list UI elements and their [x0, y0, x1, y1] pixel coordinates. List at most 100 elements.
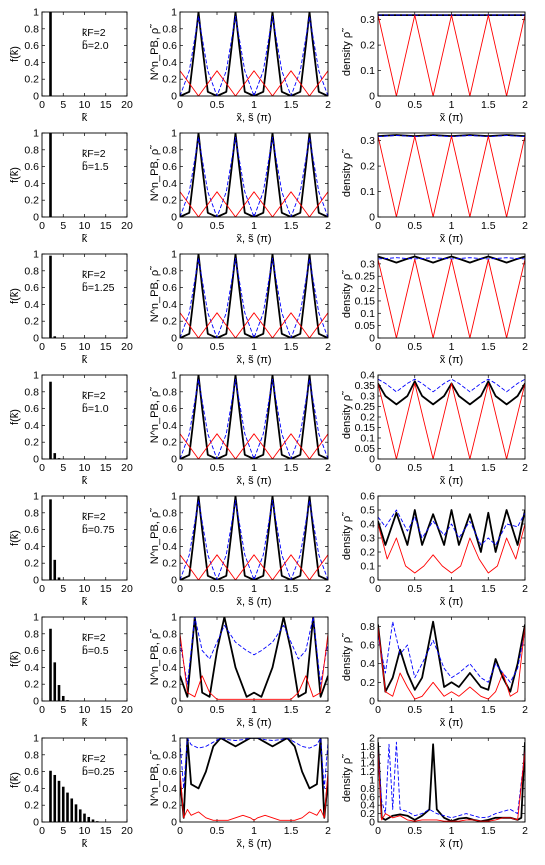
y-tick-label: 0.3 [360, 258, 375, 270]
x-tick-label: 1.5 [481, 220, 496, 232]
x-tick-label: 0 [375, 825, 381, 837]
x-tick-label: 0 [39, 462, 45, 474]
x-tick-label: 0.5 [407, 704, 422, 716]
plot-frame [41, 616, 128, 702]
x-axis-label: k̃ [82, 717, 88, 729]
plot-data [49, 770, 99, 822]
y-tick-label: 0 [369, 212, 375, 224]
series-line-3 [180, 633, 328, 700]
y-tick-label: 0.8 [24, 628, 39, 640]
bar [53, 336, 57, 338]
y-axis-label: N^n_PB, ρ̃ [149, 629, 161, 685]
bar [49, 255, 52, 338]
y-tick-label: 0.8 [162, 144, 177, 156]
plot-frame [179, 495, 329, 581]
y-tick-label: 0.4 [162, 783, 177, 795]
plot-data [378, 378, 525, 459]
y-tick-label: 1 [33, 612, 39, 624]
plot-data [49, 381, 61, 459]
y-tick-label: 0.3 [360, 533, 375, 545]
y-tick-label: 0.2 [162, 558, 177, 570]
bar [78, 809, 82, 822]
x-tick-label: 0 [39, 341, 45, 353]
y-tick-label: 0.1 [360, 433, 375, 445]
x-tick-label: 2 [325, 220, 331, 232]
y-tick-label: 0.1 [360, 561, 375, 573]
y-tick-label: 0.8 [360, 621, 375, 633]
y-tick-label: 0 [369, 91, 375, 103]
y-tick-label: 0.4 [162, 541, 177, 553]
y-tick-label: 0.2 [162, 316, 177, 328]
x-tick-label: 0.5 [210, 704, 225, 716]
x-tick-label: 0 [177, 583, 183, 595]
y-tick-label: 0.4 [360, 800, 375, 812]
y-tick-label: 0.1 [360, 308, 375, 320]
y-tick-label: 0.4 [24, 541, 39, 553]
series-line-3 [378, 626, 525, 700]
y-axis-label: f(k̃) [9, 651, 21, 667]
y-tick-label: 0 [369, 333, 375, 345]
panel-r7-c1: 0 5 10 15 20 0 0.2 0.4 0.6 0.8 1 k̃ f(k̃) k̃F=2b̃=0.2… [9, 733, 133, 851]
plot-data [378, 134, 525, 217]
y-tick-label: 0.2 [360, 412, 375, 424]
y-tick-label: 0.15 [355, 295, 376, 307]
y-tick-label: 0.6 [24, 403, 39, 415]
series-line-3 [378, 258, 525, 338]
y-axis-label: N^n_PB, ρ̃ [149, 750, 161, 806]
y-tick-label: 0 [33, 454, 39, 466]
x-axis-label: x̃ (π) [440, 112, 464, 124]
bar [53, 453, 57, 459]
x-tick-label: 1 [449, 341, 455, 353]
y-tick-label: 1 [33, 370, 39, 382]
x-tick-label: 5 [60, 462, 66, 474]
series-line-2 [180, 136, 328, 217]
y-axis-label: f(k̃) [9, 409, 21, 425]
series-line-1 [180, 254, 328, 338]
series-line-2 [378, 257, 525, 260]
y-tick-label: 0.2 [162, 437, 177, 449]
y-axis-label: N^n_PB, ρ̃ [149, 24, 161, 80]
y-axis-label: density ρ̃ [341, 270, 353, 318]
x-tick-label: 0.5 [407, 99, 422, 111]
series-line-2 [378, 509, 525, 546]
y-axis-label: f(k̃) [9, 167, 21, 183]
y-tick-label: 0.8 [162, 628, 177, 640]
annotation-text: b̃=0.5 [82, 644, 109, 657]
x-tick-label: 15 [100, 99, 112, 111]
y-axis-label: density ρ̃ [341, 149, 353, 197]
y-tick-label: 0.4 [360, 370, 375, 382]
y-tick-label: 0 [369, 696, 375, 708]
panel-r2-c1: 0 5 10 15 20 0 0.2 0.4 0.6 0.8 1 k̃ f(k̃) k̃F=2b̃=1.5 [9, 128, 133, 246]
x-tick-label: 1.5 [481, 99, 496, 111]
y-tick-label: 0.2 [24, 195, 39, 207]
x-tick-label: 2 [325, 704, 331, 716]
annotation-text: b̃=1.5 [82, 160, 109, 173]
y-tick-label: 0.2 [360, 547, 375, 559]
series-line-3 [378, 750, 525, 822]
y-tick-label: 0.8 [24, 265, 39, 277]
y-tick-label: 0.15 [355, 422, 376, 434]
plot-data [180, 133, 328, 217]
y-tick-label: 0.4 [24, 662, 39, 674]
y-tick-label: 0 [33, 91, 39, 103]
series-line-1 [180, 12, 328, 96]
y-tick-label: 0.2 [24, 558, 39, 570]
panel-r1-c3: 0 0.5 1 1.5 2 0 0.1 0.2 0.3 x̃ (π) density ρ̃ [341, 11, 528, 124]
plot-frame [41, 374, 128, 460]
x-tick-label: 20 [121, 462, 133, 474]
x-tick-label: 20 [121, 99, 133, 111]
x-tick-label: 0 [39, 99, 45, 111]
y-tick-label: 0.6 [24, 645, 39, 657]
x-axis-label: x̃, s̃ (π) [236, 112, 271, 124]
plot-frame [41, 495, 128, 581]
y-tick-label: 0.8 [24, 386, 39, 398]
x-axis-label: x̃ (π) [440, 475, 464, 487]
x-tick-label: 20 [121, 825, 133, 837]
panel-r4-c1: 0 5 10 15 20 0 0.2 0.4 0.6 0.8 1 k̃ f(k̃) k̃F=2b̃=1.0 [9, 370, 133, 488]
x-tick-label: 10 [79, 99, 91, 111]
x-tick-label: 15 [100, 220, 112, 232]
y-tick-label: 0.4 [162, 57, 177, 69]
x-tick-label: 1 [251, 99, 257, 111]
x-tick-label: 20 [121, 220, 133, 232]
